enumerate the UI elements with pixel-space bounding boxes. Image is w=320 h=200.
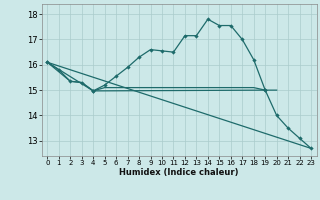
X-axis label: Humidex (Indice chaleur): Humidex (Indice chaleur) [119,168,239,177]
